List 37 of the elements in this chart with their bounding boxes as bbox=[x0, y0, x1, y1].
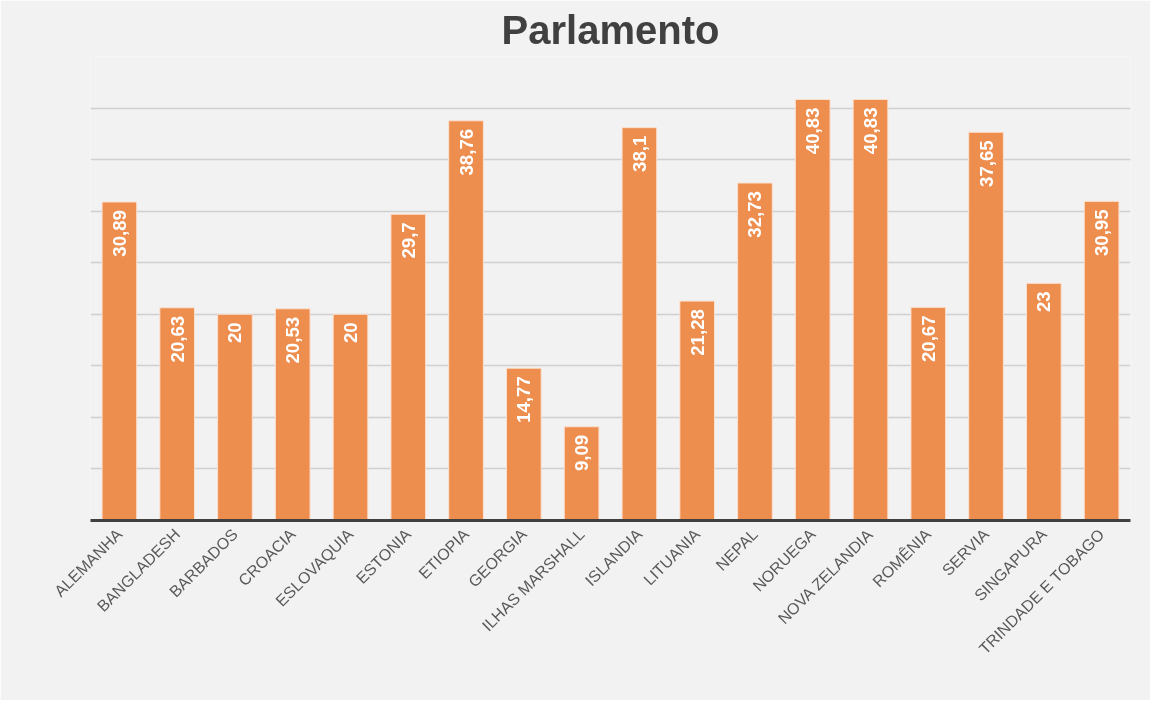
data-label: 23 bbox=[1033, 291, 1055, 313]
data-label: 21,28 bbox=[686, 309, 708, 356]
bar bbox=[910, 306, 947, 521]
data-label: 20 bbox=[224, 322, 246, 344]
data-label: 9,09 bbox=[571, 434, 593, 472]
data-label: 20,53 bbox=[282, 316, 304, 364]
bar bbox=[217, 313, 253, 521]
bar bbox=[794, 99, 831, 521]
bar bbox=[1083, 200, 1120, 521]
data-label: 30,95 bbox=[1091, 209, 1113, 257]
bar bbox=[679, 300, 715, 521]
bar bbox=[101, 201, 138, 521]
bar bbox=[506, 367, 542, 521]
data-label: 38,1 bbox=[628, 135, 650, 172]
data-label: 29,7 bbox=[397, 222, 419, 259]
bar bbox=[968, 131, 1004, 521]
bar bbox=[737, 182, 773, 521]
data-label: 20,63 bbox=[166, 315, 188, 363]
data-label: 38,76 bbox=[455, 128, 477, 176]
data-label: 40,83 bbox=[860, 107, 881, 155]
data-label: 20 bbox=[340, 322, 361, 344]
bar bbox=[621, 127, 658, 521]
bar bbox=[852, 99, 889, 521]
data-label: 14,77 bbox=[513, 376, 535, 423]
data-label: 20,67 bbox=[917, 315, 939, 363]
bar bbox=[332, 313, 369, 521]
bar bbox=[563, 426, 600, 521]
data-label: 37,65 bbox=[975, 140, 997, 187]
chart-title: Parlamento bbox=[501, 7, 720, 52]
bar bbox=[1026, 282, 1062, 521]
data-label: 30,89 bbox=[108, 209, 130, 257]
data-label: 40,83 bbox=[802, 107, 824, 155]
bar bbox=[159, 307, 195, 521]
bar bbox=[274, 308, 311, 521]
bar bbox=[448, 120, 484, 521]
bar bbox=[390, 213, 427, 521]
data-label: 32,73 bbox=[744, 191, 766, 238]
